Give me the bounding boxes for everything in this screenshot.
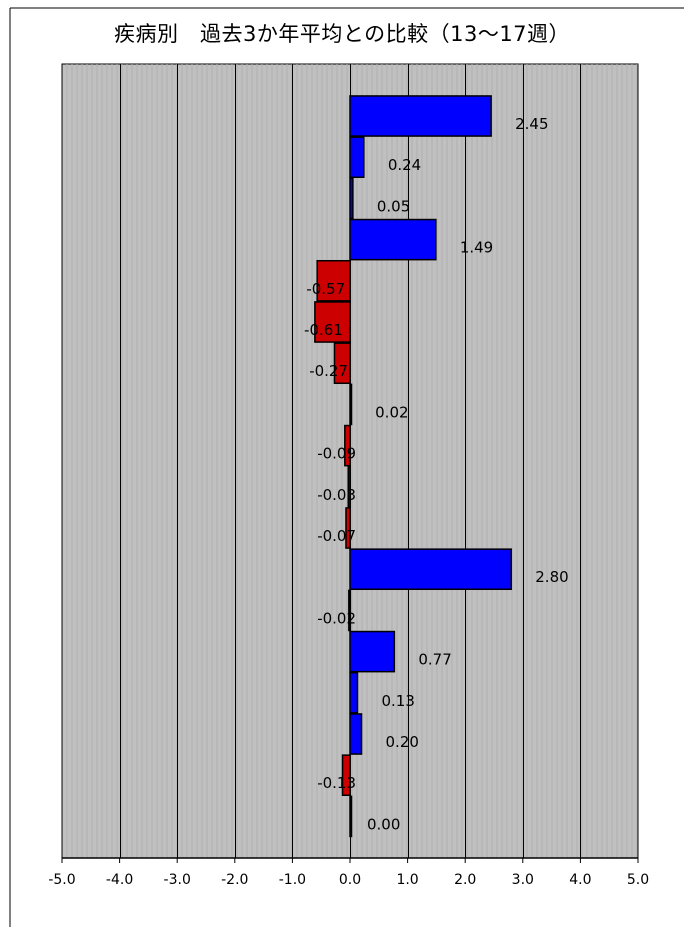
data-label: 2.45 — [515, 115, 548, 133]
data-label: 0.05 — [377, 197, 410, 215]
chart-title: 疾病別 過去3か年平均との比較（13〜17週） — [113, 22, 571, 46]
data-label: -0.27 — [309, 362, 348, 380]
x-tick-label: 4.0 — [569, 872, 591, 888]
data-label: 0.24 — [388, 156, 421, 174]
x-tick-label: -4.0 — [106, 872, 133, 888]
bar — [341, 754, 351, 797]
data-label: 0.77 — [418, 651, 451, 669]
data-label: -0.02 — [317, 609, 356, 627]
bar — [349, 95, 492, 137]
x-tick-label: 1.0 — [396, 872, 418, 888]
bar — [333, 342, 351, 385]
data-label: -0.13 — [317, 774, 356, 792]
data-label: 0.13 — [381, 692, 414, 710]
x-tick-label: -3.0 — [164, 872, 191, 888]
data-label: -0.09 — [317, 445, 356, 463]
bar — [349, 630, 396, 673]
bar — [344, 424, 351, 467]
x-tick-label: 0.0 — [339, 872, 361, 888]
x-tick-label: -5.0 — [48, 872, 75, 888]
data-label: 2.80 — [535, 568, 568, 586]
bar — [345, 507, 351, 549]
bar — [349, 383, 353, 426]
bar — [349, 218, 437, 261]
bar — [349, 795, 353, 838]
x-tick-label: 2.0 — [454, 872, 476, 888]
data-label: 0.20 — [386, 733, 419, 751]
data-label: 1.49 — [460, 239, 493, 257]
data-label: -0.03 — [317, 486, 356, 504]
x-tick-label: 5.0 — [627, 872, 649, 888]
bar — [347, 465, 351, 508]
data-label: -0.61 — [304, 321, 343, 339]
bar — [349, 177, 354, 220]
data-label: 0.00 — [367, 815, 400, 833]
bar — [348, 589, 352, 632]
x-tick-label: 3.0 — [512, 872, 534, 888]
bar — [316, 259, 351, 302]
x-tick-label: -1.0 — [279, 872, 306, 888]
x-tick-label: -2.0 — [221, 872, 248, 888]
data-label: 0.02 — [375, 403, 408, 421]
bar — [314, 301, 351, 343]
bar — [349, 136, 365, 179]
bar — [349, 713, 363, 755]
bar — [349, 671, 359, 714]
data-label: -0.57 — [306, 280, 345, 298]
bar — [349, 548, 513, 591]
data-label: -0.07 — [317, 527, 356, 545]
